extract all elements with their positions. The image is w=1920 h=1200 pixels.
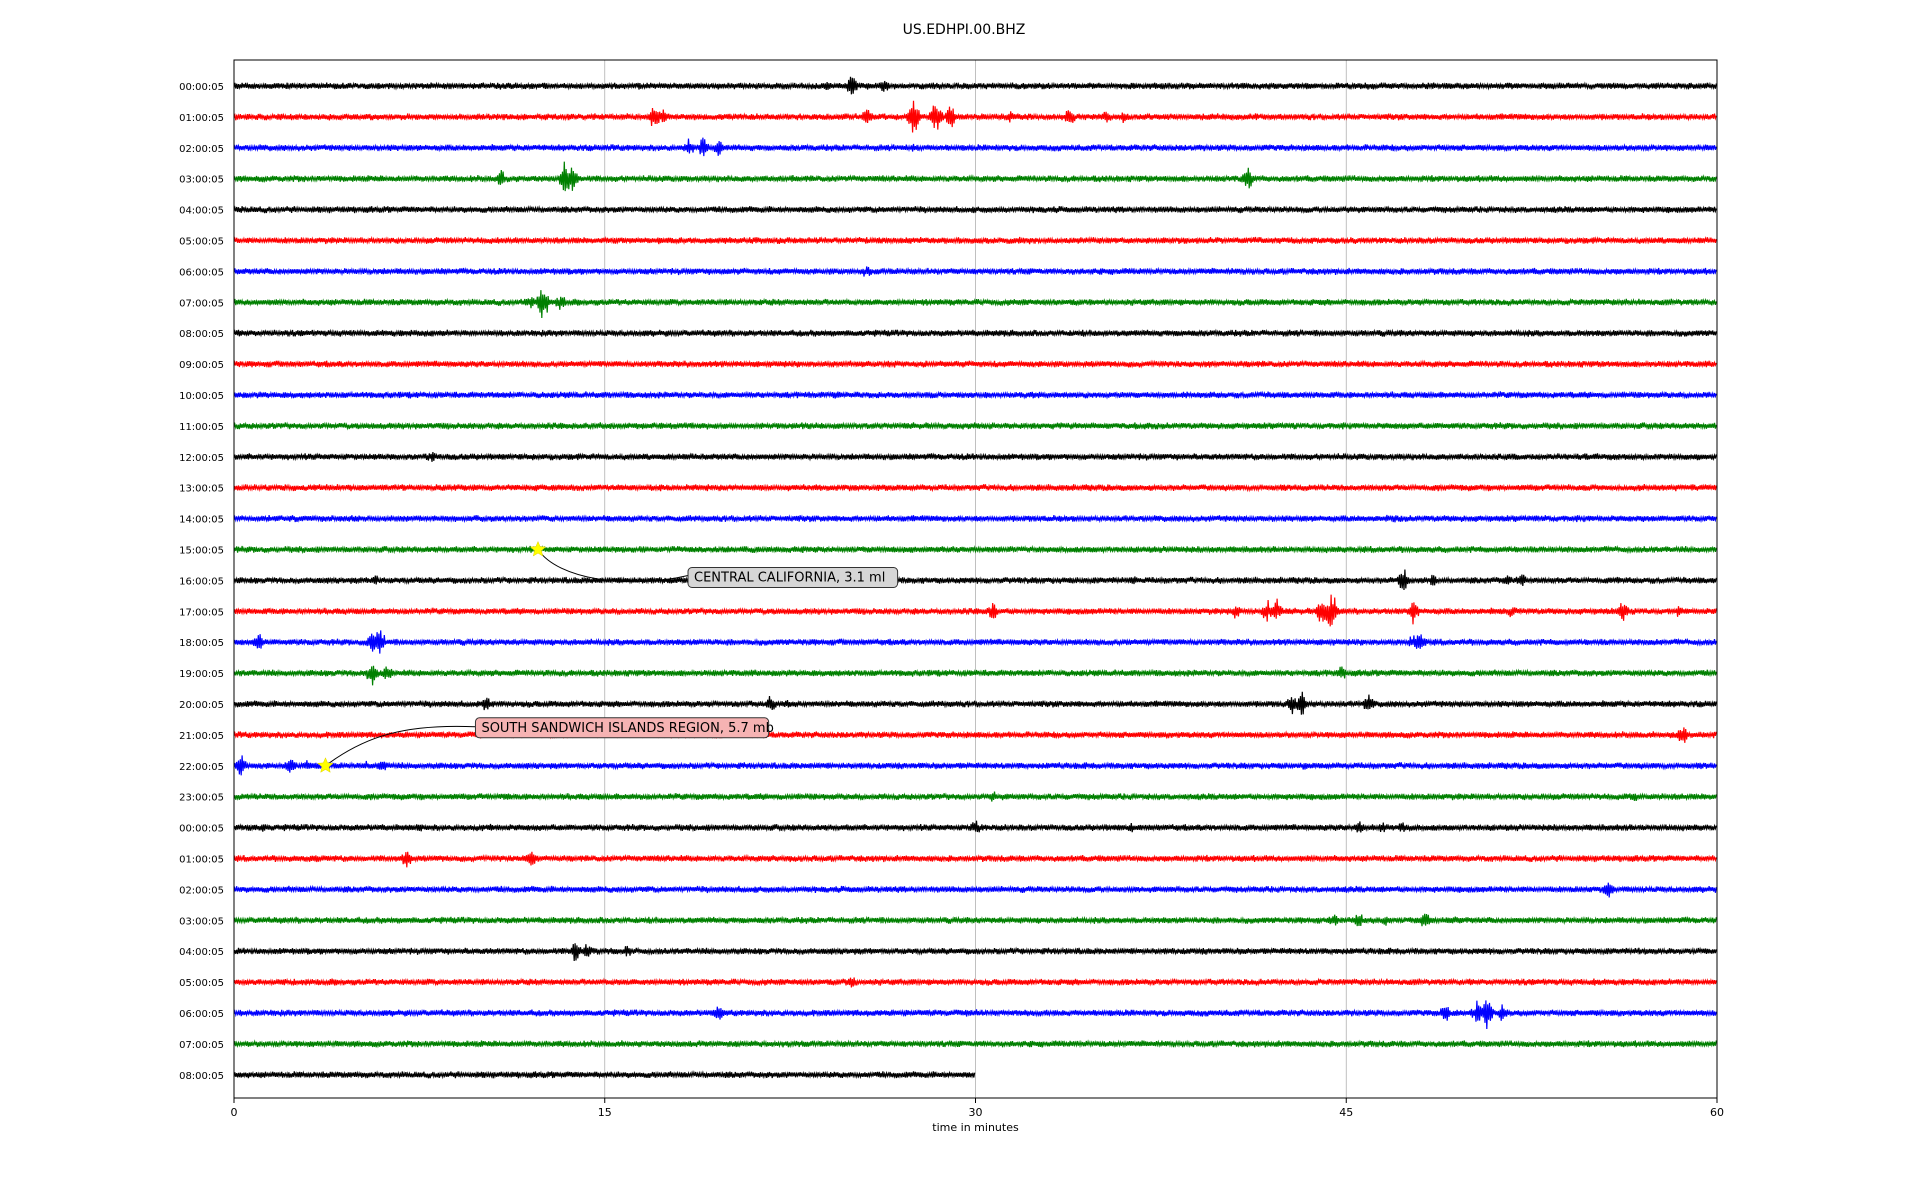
row-time-label: 17:00:05 [179, 607, 224, 618]
row-time-label: 19:00:05 [179, 669, 224, 680]
trace-row [233, 913, 1717, 927]
annotation-text: CENTRAL CALIFORNIA, 3.1 ml [694, 571, 885, 586]
grid-lines [604, 60, 1347, 1098]
x-tick-label: 0 [231, 1106, 238, 1119]
x-tick-label: 45 [1339, 1106, 1353, 1119]
row-time-label: 21:00:05 [179, 731, 224, 742]
trace-row [233, 359, 1717, 369]
trace-row [233, 235, 1717, 245]
row-time-label: 00:00:05 [179, 824, 224, 835]
annotation-connector [325, 725, 476, 767]
annotation-text: SOUTH SANDWICH ISLANDS REGION, 5.7 mb [481, 721, 773, 736]
row-time-label: 14:00:05 [179, 515, 224, 526]
row-time-label: 12:00:05 [179, 453, 224, 464]
event-star-marker [317, 757, 334, 773]
row-time-label: 05:00:05 [179, 978, 224, 989]
row-time-label: 02:00:05 [179, 885, 224, 896]
row-time-label: 07:00:05 [179, 298, 224, 309]
row-time-label: 11:00:05 [179, 422, 224, 433]
row-time-label: 07:00:05 [179, 1040, 224, 1051]
trace-row [233, 882, 1717, 898]
x-tick-label: 60 [1710, 1106, 1724, 1119]
row-labels: 00:00:05 01:00:05 02:00:05 03:00:05 04:00:05… [179, 82, 224, 1082]
trace-row [233, 791, 1717, 802]
row-time-label: 08:00:05 [179, 1071, 224, 1082]
trace-row [233, 421, 1717, 431]
trace-row [233, 544, 1717, 555]
row-time-label: 20:00:05 [179, 700, 224, 711]
x-tick-label: 15 [598, 1106, 612, 1119]
trace-row [233, 204, 1717, 215]
row-time-label: 04:00:05 [179, 206, 224, 217]
annotation-box [474, 717, 770, 739]
trace-group [233, 76, 1717, 1080]
x-axis-label: time in minutes [932, 1121, 1019, 1134]
x-axis: 0 15 30 45 60 [231, 1098, 1724, 1119]
chart-title: US.EDHPI.00.BHZ [903, 22, 1026, 38]
row-time-label: 08:00:05 [179, 329, 224, 340]
trace-row [233, 390, 1717, 400]
row-time-label: 13:00:05 [179, 484, 224, 495]
trace-row [233, 820, 1717, 833]
trace-row [233, 290, 1717, 319]
annotation-connector [537, 549, 689, 583]
row-time-label: 01:00:05 [179, 855, 224, 866]
row-time-label: 02:00:05 [179, 144, 224, 155]
trace-row [233, 755, 1717, 776]
trace-row [233, 483, 1717, 493]
event-star-marker [529, 540, 547, 557]
row-time-label: 00:00:05 [179, 82, 224, 93]
row-time-label: 16:00:05 [179, 576, 224, 587]
trace-row [233, 76, 1717, 95]
x-tick-label: 30 [969, 1106, 983, 1119]
row-time-label: 03:00:05 [179, 916, 224, 927]
trace-row [233, 1000, 1717, 1030]
row-time-label: 15:00:05 [179, 546, 224, 557]
trace-row [233, 1070, 976, 1080]
trace-row [233, 328, 1717, 338]
row-time-label: 03:00:05 [179, 175, 224, 186]
row-time-label: 04:00:05 [179, 947, 224, 958]
trace-row [233, 266, 1717, 277]
trace-row [233, 977, 1717, 988]
row-time-label: 06:00:05 [179, 267, 224, 278]
row-time-label: 10:00:05 [179, 391, 224, 402]
trace-row [233, 161, 1717, 192]
trace-row [233, 1039, 1717, 1049]
annotation-group: CENTRAL CALIFORNIA, 3.1 ml SOUTH SANDWICH… [317, 540, 899, 773]
trace-row [233, 452, 1717, 462]
trace-row [233, 100, 1717, 133]
row-time-label: 18:00:05 [179, 638, 224, 649]
trace-row [233, 943, 1717, 962]
row-time-label: 01:00:05 [179, 113, 224, 124]
row-time-label: 06:00:05 [179, 1009, 224, 1020]
trace-row [233, 514, 1717, 524]
trace-row [233, 691, 1717, 715]
row-time-label: 23:00:05 [179, 793, 224, 804]
trace-row [233, 630, 1717, 654]
row-time-label: 22:00:05 [179, 762, 224, 773]
trace-row [233, 665, 1717, 686]
trace-row [233, 851, 1717, 868]
annotation-box [687, 567, 899, 588]
row-time-label: 09:00:05 [179, 360, 224, 371]
trace-row [233, 137, 1717, 157]
trace-row [233, 594, 1717, 627]
trace-row [233, 569, 1717, 591]
row-time-label: 05:00:05 [179, 237, 224, 248]
